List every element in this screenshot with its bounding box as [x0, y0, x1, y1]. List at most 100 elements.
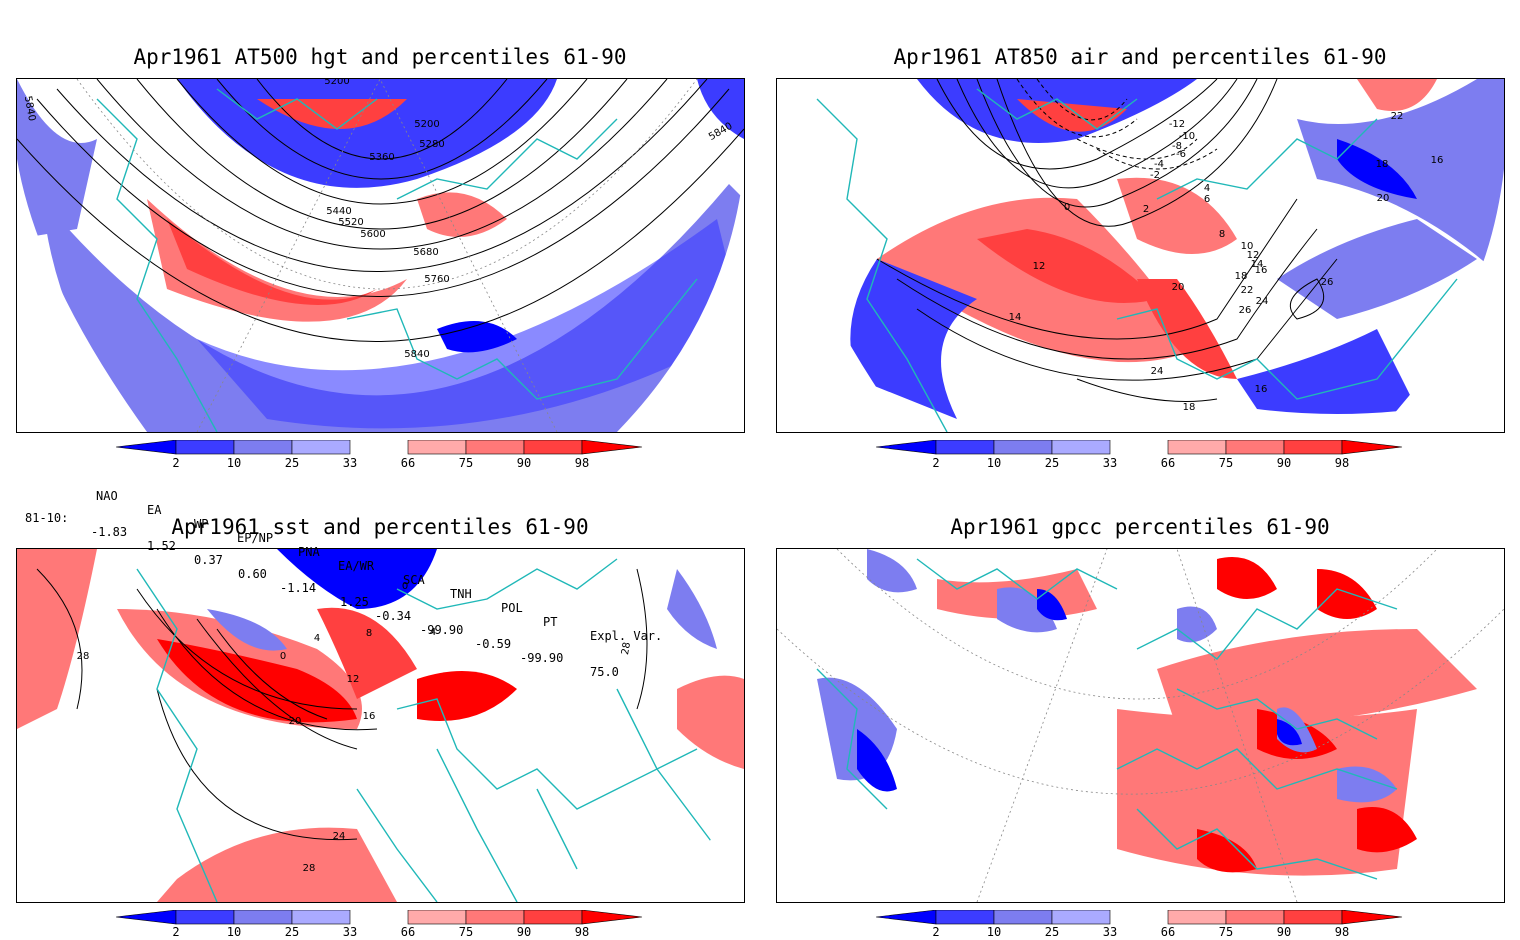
contour-label: 5840	[22, 95, 37, 122]
contour-label: -8	[1172, 141, 1182, 152]
contour-label: 2	[1143, 204, 1149, 215]
contour-label: 0	[1064, 202, 1070, 213]
contour-label: -6	[1176, 149, 1186, 160]
index-value: 0.60	[238, 567, 267, 581]
colorbar-sst: 2 10 25 33 66 75 90 98	[115, 909, 646, 940]
contour-label: 5600	[360, 229, 385, 240]
panel-title-gpcc: Apr1961 gpcc percentiles 61-90	[950, 515, 1330, 539]
index-header: EA	[147, 503, 162, 517]
index-row-label: 81-10:	[25, 511, 69, 525]
contour-label: 24	[1151, 366, 1164, 377]
contour-label: 5440	[326, 206, 351, 217]
colorbar-swatches	[115, 439, 643, 455]
colorbar-label: 2	[932, 456, 940, 470]
contour-label: 20	[1377, 193, 1390, 204]
colorbar-label: 25	[1044, 456, 1060, 470]
colorbar-label: 25	[284, 456, 300, 470]
colorbar-gpcc: 2 10 25 33 66 75 90 98	[875, 909, 1406, 940]
index-header: TNH	[450, 587, 472, 601]
contour-label: 12	[347, 674, 360, 685]
map-panel-gpcc	[776, 548, 1505, 903]
contour-label: 18	[1235, 271, 1248, 282]
indices-header-row: NAO EA WP EP/NP PNA EA/WR SCA TNH POL PT…	[0, 475, 700, 643]
colorbar-label: 33	[1102, 925, 1118, 939]
contour-label: 0	[280, 651, 286, 662]
index-value: 0.37	[194, 553, 223, 567]
contour-label: 28	[77, 651, 90, 662]
contour-label: 16	[1255, 384, 1268, 395]
colorbar-swatches	[115, 909, 643, 925]
colorbar-label: 33	[342, 925, 358, 939]
contour-label: 28	[303, 863, 316, 874]
colorbar-label: 10	[226, 925, 242, 939]
colorbar-label: 66	[1160, 925, 1176, 939]
colorbar-label: 25	[1044, 925, 1060, 939]
contour-label: 24	[333, 831, 346, 842]
index-value: 1.52	[147, 539, 176, 553]
contour-label: 5200	[414, 119, 439, 130]
colorbar-label: 2	[932, 925, 940, 939]
contour-label: 16	[1255, 265, 1268, 276]
contour-label: 5680	[413, 247, 438, 258]
contour-label: -10	[1179, 131, 1195, 142]
colorbar-label: 75	[458, 456, 474, 470]
contour-label: 5520	[338, 217, 363, 228]
contour-label: 5360	[369, 152, 394, 163]
contour-label: 16	[363, 711, 376, 722]
panel-title-z500: Apr1961 AT500 hgt and percentiles 61-90	[133, 45, 627, 69]
contour-label: 18	[1376, 159, 1389, 170]
colorbar-label: 66	[400, 456, 416, 470]
colorbar-label: 10	[986, 456, 1002, 470]
index-value: -1.14	[280, 581, 317, 595]
index-header: WP	[194, 517, 209, 531]
contour-label: -4	[1154, 159, 1164, 170]
contour-label: 20	[1172, 282, 1185, 293]
indices-value-row: 81-10: -1.83 1.52 0.37 0.60 -1.14 1.25 -…	[0, 497, 700, 679]
contour-label: 22	[1241, 285, 1254, 296]
contour-label: 26	[1321, 277, 1334, 288]
index-header: POL	[501, 601, 523, 615]
contour-label: 20	[289, 716, 302, 727]
colorbar-label: 98	[1334, 925, 1350, 939]
index-header: Expl. Var.	[590, 629, 663, 643]
panel-title-t850: Apr1961 AT850 air and percentiles 61-90	[893, 45, 1387, 69]
index-header: PNA	[298, 545, 320, 559]
index-value: -99.90	[420, 623, 464, 637]
contour-label: 12	[1247, 250, 1260, 261]
colorbar-z500: 2 10 25 33 66 75 90 98	[115, 439, 646, 476]
index-header: EA/WR	[338, 559, 375, 573]
colorbar-label: 90	[516, 925, 532, 939]
colorbar-label: 10	[986, 925, 1002, 939]
contour-label: 12	[1033, 261, 1046, 272]
colorbar-label: 98	[574, 925, 590, 939]
contour-label: 26	[1239, 305, 1252, 316]
contour-label: 16	[1431, 155, 1444, 166]
contour-label: -2	[1150, 170, 1160, 181]
colorbar-label: 98	[1334, 456, 1350, 470]
colorbar-label: 33	[1102, 456, 1118, 470]
colorbar-label: 66	[400, 925, 416, 939]
index-header: EP/NP	[237, 531, 274, 545]
colorbar-label: 75	[1218, 925, 1234, 939]
colorbar-label: 66	[1160, 456, 1176, 470]
contour-label: 4	[314, 633, 320, 644]
contour-label: 5840	[404, 349, 429, 360]
colorbar-label: 90	[1276, 456, 1292, 470]
index-header: SCA	[403, 573, 425, 587]
colorbar-label: 98	[574, 456, 590, 470]
index-value: -0.34	[375, 609, 412, 623]
map-panel-sst: 0 4 8 12 16 20 24 28 28 28 0 4	[16, 548, 745, 903]
index-header: PT	[543, 615, 558, 629]
contour-label: 5280	[419, 139, 444, 150]
colorbar-swatches	[875, 439, 1403, 455]
map-panel-z500: 5200 5200 5280 5360 5440 5520 5600 5680 …	[16, 78, 745, 433]
colorbar-label: 10	[226, 456, 242, 470]
contour-label: 4	[430, 627, 436, 638]
index-value: -0.59	[475, 637, 512, 651]
index-value: -99.90	[520, 651, 564, 665]
contour-label: 14	[1251, 259, 1264, 270]
colorbar-label: 33	[342, 456, 358, 470]
contour-label: 5840	[707, 121, 735, 143]
colorbar-label: 25	[284, 925, 300, 939]
colorbar-label: 2	[172, 925, 180, 939]
